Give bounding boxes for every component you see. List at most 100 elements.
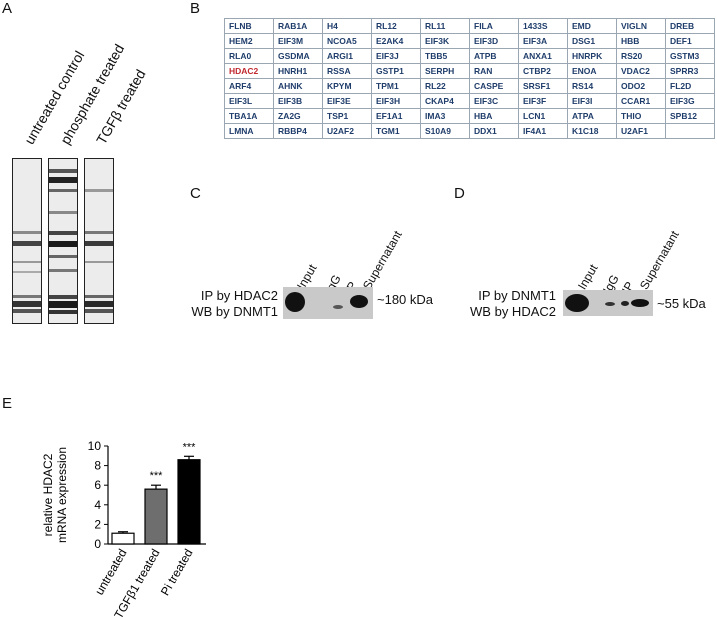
protein-cell: RLA0 — [224, 48, 274, 64]
protein-cell: RL22 — [420, 78, 470, 94]
protein-cell: GSDMA — [273, 48, 323, 64]
protein-cell: EIF3J — [371, 48, 421, 64]
protein-cell: DDX1 — [469, 123, 519, 139]
protein-cell: EIF3E — [322, 93, 372, 109]
protein-cell: TSP1 — [322, 108, 372, 124]
protein-cell: RAN — [469, 63, 519, 79]
protein-cell: SPB12 — [665, 108, 715, 124]
protein-table-row: RLA0 GSDMA ARGI1 EIF3J TBB5 ATPB ANXA1 HNRPK RS2… — [224, 48, 715, 64]
protein-cell: EIF3F — [518, 93, 568, 109]
panel-letter-a: A — [2, 0, 13, 17]
protein-cell: TBB5 — [420, 48, 470, 64]
protein-cell: THIO — [616, 108, 666, 124]
protein-cell: E2AK4 — [371, 33, 421, 49]
gel-lane-phosphate — [48, 158, 78, 324]
protein-cell: ATPA — [567, 108, 617, 124]
protein-table: FLNB RAB1A H4 RL12 RL11 FILA 1433S EMD VIGLN DREB… — [224, 18, 715, 139]
d-ip-label: IP by DNMT1 — [478, 288, 556, 303]
y-axis-label: relative HDAC2 — [41, 453, 55, 536]
protein-cell: ANXA1 — [518, 48, 568, 64]
protein-cell: FL2D — [665, 78, 715, 94]
protein-cell: EIF3K — [420, 33, 470, 49]
protein-cell: ZA2G — [273, 108, 323, 124]
y-tick-label: 10 — [88, 439, 102, 453]
protein-cell: SERPH — [420, 63, 470, 79]
protein-cell: DEF1 — [665, 33, 715, 49]
hdac2-bar-chart: 0 2 4 6 8 10 relative HDAC2 mRNA expression untr… — [41, 439, 206, 618]
protein-cell: RSSA — [322, 63, 372, 79]
protein-cell: EIF3B — [273, 93, 323, 109]
protein-cell: GSTM3 — [665, 48, 715, 64]
protein-cell: FLNB — [224, 18, 274, 34]
protein-cell: RAB1A — [273, 18, 323, 34]
protein-cell: U2AF2 — [322, 123, 372, 139]
protein-cell: H4 — [322, 18, 372, 34]
protein-cell: K1C18 — [567, 123, 617, 139]
d-blot-label: IP by DNMT1 WB by HDAC2 — [456, 288, 556, 320]
y-axis-label: mRNA expression — [55, 447, 69, 543]
protein-cell: CASPE — [469, 78, 519, 94]
protein-cell: IMA3 — [420, 108, 470, 124]
protein-cell: SPRR3 — [665, 63, 715, 79]
protein-cell: EIF3G — [665, 93, 715, 109]
protein-cell: RL11 — [420, 18, 470, 34]
c-ip-label: IP by HDAC2 — [200, 288, 278, 303]
protein-cell: GSTP1 — [371, 63, 421, 79]
protein-cell: RL12 — [371, 18, 421, 34]
protein-cell: ENOA — [567, 63, 617, 79]
protein-cell: TPM1 — [371, 78, 421, 94]
protein-cell: 1433S — [518, 18, 568, 34]
protein-cell — [665, 123, 715, 139]
protein-table-row: TBA1A ZA2G TSP1 EF1A1 IMA3 HBA LCN1 ATPA THIO SPB… — [224, 108, 715, 124]
protein-cell: TBA1A — [224, 108, 274, 124]
protein-cell: HNRH1 — [273, 63, 323, 79]
bar — [144, 488, 168, 545]
protein-cell: CKAP4 — [420, 93, 470, 109]
protein-cell: RS20 — [616, 48, 666, 64]
protein-table-row: HDAC2 HNRH1 RSSA GSTP1 SERPH RAN CTBP2 ENOA VDAC… — [224, 63, 715, 79]
d-col-input: Input — [575, 261, 601, 292]
c-size-label: ~180 kDa — [377, 292, 434, 307]
d-blot-image — [563, 290, 653, 316]
significance-label: *** — [183, 441, 197, 453]
d-wb-label: WB by HDAC2 — [470, 304, 556, 319]
protein-cell: EMD — [567, 18, 617, 34]
y-tick-label: 2 — [94, 517, 101, 531]
panel-letter-d: D — [454, 185, 465, 202]
panel-letter-c: C — [190, 185, 201, 202]
protein-cell: EIF3D — [469, 33, 519, 49]
protein-cell: ARGI1 — [322, 48, 372, 64]
protein-cell: RS14 — [567, 78, 617, 94]
protein-table-row: HEM2 EIF3M NCOA5 E2AK4 EIF3K EIF3D EIF3A DSG1 HB… — [224, 33, 715, 49]
protein-cell: ODO2 — [616, 78, 666, 94]
gel-lane-untreated — [12, 158, 42, 324]
protein-cell: KPYM — [322, 78, 372, 94]
protein-table-row: EIF3L EIF3B EIF3E EIF3H CKAP4 EIF3C EIF3F EIF3I… — [224, 93, 715, 109]
y-tick-label: 4 — [94, 498, 101, 512]
protein-cell: EF1A1 — [371, 108, 421, 124]
protein-cell: EIF3C — [469, 93, 519, 109]
significance-label: *** — [150, 470, 164, 482]
bar — [177, 459, 201, 545]
protein-table-row: LMNA RBBP4 U2AF2 TGM1 S10A9 DDX1 IF4A1 K1C18 U2A… — [224, 123, 715, 139]
protein-cell: S10A9 — [420, 123, 470, 139]
d-col-supernatant: Supernatant — [637, 228, 682, 292]
d-size-label: ~55 kDa — [657, 296, 706, 311]
panel-letter-e: E — [2, 395, 13, 412]
c-blot-image — [283, 287, 373, 319]
protein-cell: EIF3I — [567, 93, 617, 109]
protein-cell: IF4A1 — [518, 123, 568, 139]
protein-cell: HNRPK — [567, 48, 617, 64]
protein-table-row: ARF4 AHNK KPYM TPM1 RL22 CASPE SRSF1 RS14 ODO2 FL… — [224, 78, 715, 94]
protein-cell: SRSF1 — [518, 78, 568, 94]
protein-cell: AHNK — [273, 78, 323, 94]
protein-cell: DREB — [665, 18, 715, 34]
protein-cell: CCAR1 — [616, 93, 666, 109]
protein-cell: HBB — [616, 33, 666, 49]
protein-cell: DSG1 — [567, 33, 617, 49]
protein-cell: EIF3L — [224, 93, 274, 109]
protein-cell: NCOA5 — [322, 33, 372, 49]
protein-cell: RBBP4 — [273, 123, 323, 139]
protein-cell: HEM2 — [224, 33, 274, 49]
protein-cell: LCN1 — [518, 108, 568, 124]
